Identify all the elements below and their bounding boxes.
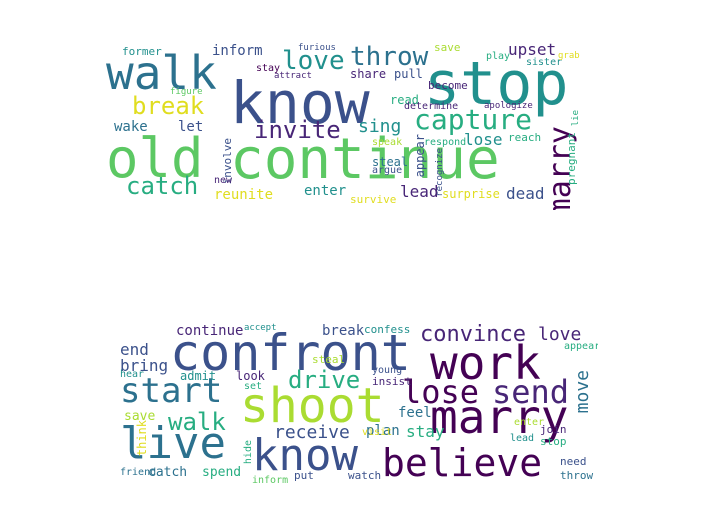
word-speak: speak (372, 137, 403, 148)
word-reunite: reunite (214, 187, 274, 203)
word-lie: lie (571, 110, 581, 127)
word-friend: friend (120, 467, 157, 478)
word-determine: determine (404, 101, 459, 112)
word-sing: sing (358, 116, 402, 137)
word-set: set (244, 381, 263, 392)
word-join: join (540, 423, 567, 436)
word-confront: confront (170, 324, 411, 382)
word-throw: throw (560, 469, 594, 482)
word-capture: capture (414, 103, 533, 136)
word-cloud-bottom: confront work shoot marry live know believe sta… (120, 318, 598, 490)
word-sister: sister (526, 57, 563, 68)
word-receive: receive (274, 422, 350, 443)
word-work: work (430, 336, 541, 390)
word-let: let (178, 119, 204, 135)
word-start: start (120, 371, 223, 411)
word-confess: confess (364, 323, 411, 336)
word-stop: stop (424, 49, 569, 119)
word-invite: invite (254, 116, 341, 144)
word-send: send (492, 373, 570, 411)
word-inform: inform (212, 43, 263, 59)
word-furious: furious (298, 43, 336, 53)
word-pull: pull (394, 67, 423, 81)
word-need: need (560, 455, 587, 468)
word-save: save (124, 409, 156, 424)
word-hear: hear (120, 369, 145, 380)
word-convince: convince (420, 322, 526, 347)
word-reach: reach (508, 131, 542, 144)
word-dead: dead (506, 184, 545, 203)
word-move: move (572, 370, 593, 414)
word-share: share (350, 67, 387, 81)
word-hide: hide (243, 440, 254, 465)
word-walk: walk (168, 408, 226, 436)
word-know: know (230, 69, 370, 137)
word-new: new (214, 175, 233, 186)
word-throw: throw (350, 42, 429, 72)
word-drive: drive (288, 366, 361, 394)
word-inform: inform (252, 475, 289, 486)
word-upset: upset (508, 40, 557, 59)
word-cloud-top: old continue know stop walk capture invite catc… (106, 38, 584, 210)
word-recognize: recognize (435, 148, 445, 197)
word-catch: catch (126, 172, 199, 200)
word-feel: feel (398, 405, 432, 421)
word-love: love (282, 46, 345, 76)
word-become: become (428, 79, 468, 92)
word-steal: steal (312, 353, 346, 366)
word-lose: lose (402, 373, 480, 411)
word-know: know (252, 430, 358, 481)
word-respond: respond (424, 137, 467, 148)
word-play: play (486, 51, 511, 62)
word-read: read (390, 93, 419, 107)
word-put: put (294, 469, 314, 482)
word-stop: stop (540, 435, 567, 448)
word-break: break (322, 323, 365, 339)
word-insist: insist (372, 375, 412, 388)
word-enter: enter (514, 417, 545, 428)
word-spend: spend (202, 465, 242, 480)
word-former: former (122, 45, 162, 58)
word-think: think (135, 420, 149, 457)
word-attract: attract (274, 71, 312, 81)
word-lead: lead (400, 182, 439, 201)
word-live: live (120, 418, 226, 469)
word-look: look (236, 369, 265, 383)
word-end: end (120, 340, 149, 359)
word-appear: appear (564, 341, 598, 352)
word-marry: marry (430, 390, 569, 444)
word-watch: watch (348, 469, 382, 482)
word-surprise: surprise (442, 187, 500, 201)
word-bring: bring (120, 356, 169, 375)
word-figure: figure (170, 87, 203, 97)
word-accept: accept (244, 323, 277, 333)
word-argue: argue (372, 165, 403, 176)
word-break: break (132, 92, 205, 120)
word-visit: visit (362, 427, 393, 438)
word-wake: wake (114, 119, 148, 135)
word-grab: grab (558, 51, 580, 61)
word-old: old (106, 127, 204, 190)
word-walk: walk (106, 46, 217, 100)
word-catch: catch (148, 465, 188, 480)
word-lead: lead (510, 433, 535, 444)
word-love: love (538, 324, 582, 345)
word-pregnant: pregnant (565, 132, 578, 185)
word-continue: continue (176, 323, 244, 339)
word-young: young (372, 365, 403, 376)
word-save: save (434, 41, 461, 54)
word-lose: lose (464, 130, 503, 149)
word-admit: admit (180, 369, 217, 383)
word-stay: stay (406, 422, 445, 441)
word-continue: continue (230, 127, 500, 192)
word-shoot: shoot (240, 378, 385, 434)
word-survive: survive (350, 193, 397, 206)
word-enter: enter (304, 183, 347, 199)
word-apologize: apologize (484, 101, 533, 111)
word-plan: plan (366, 423, 400, 439)
word-stay: stay (256, 63, 281, 74)
word-believe: believe (382, 441, 543, 485)
word-steal: steal (372, 155, 409, 169)
